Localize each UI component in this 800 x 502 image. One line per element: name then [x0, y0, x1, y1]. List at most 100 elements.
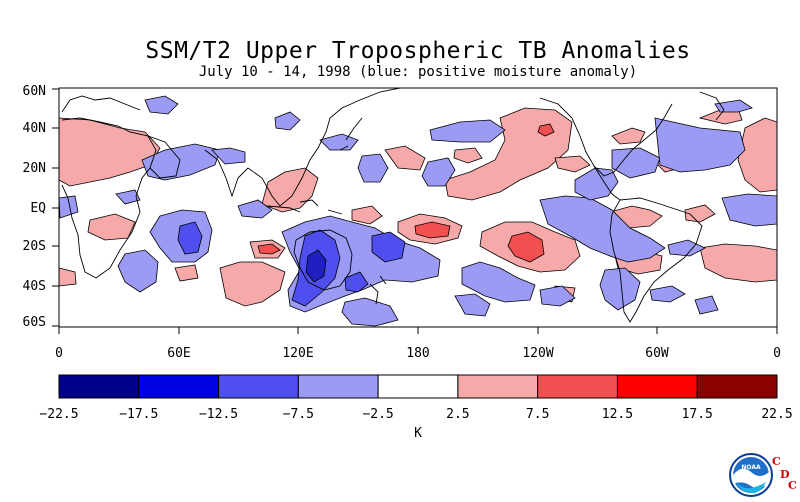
colorbar-units: K: [414, 426, 422, 441]
anomaly-region: [174, 264, 199, 282]
anomaly-core: [305, 249, 327, 283]
lat-label-40n: 40N: [23, 121, 46, 136]
anomaly-region: [115, 189, 141, 205]
lat-label-40s: 40S: [23, 279, 46, 294]
latitude-axis: 60N 40N 20N EQ 20S 40S 60S: [23, 84, 59, 330]
anomaly-core: [177, 221, 203, 255]
anomaly-region: [454, 293, 491, 317]
colorbar-tick-label: 22.5: [761, 407, 792, 422]
anomaly-region: [384, 145, 426, 171]
anomaly-region: [421, 157, 456, 187]
anomaly-region: [211, 147, 246, 165]
anomaly-region: [667, 239, 706, 257]
anomaly-core: [257, 243, 281, 255]
anomaly-region: [714, 99, 753, 113]
lon-label-60e: 60E: [167, 346, 190, 361]
lat-label-20n: 20N: [23, 161, 46, 176]
anomaly-region: [684, 204, 716, 223]
strong-positive-anomaly-regions: [257, 123, 555, 263]
greenland-coastline: [699, 91, 725, 121]
lon-label-120e: 120E: [282, 346, 313, 361]
colorbar-tick-label: 2.5: [446, 407, 469, 422]
colorbar-swatch: [138, 374, 220, 399]
anomaly-region: [611, 147, 661, 179]
arabia-coastline: [147, 135, 181, 179]
anomaly-region: [574, 167, 619, 201]
africa-coastline: [61, 117, 157, 279]
anomaly-region: [539, 285, 576, 307]
coastlines: [61, 88, 725, 323]
noaa-logo-text: NOAA: [741, 464, 761, 471]
anomaly-region: [694, 295, 719, 315]
anomaly-region: [453, 147, 483, 164]
anomaly-core: [414, 221, 451, 239]
anomaly-field: [59, 88, 777, 327]
anomaly-core: [344, 271, 369, 293]
cdc-letter-d: D: [780, 468, 790, 481]
anomaly-region: [219, 261, 286, 307]
indonesia-islands: [267, 199, 343, 215]
anomaly-region: [699, 243, 777, 283]
anomaly-region: [144, 95, 179, 115]
lat-ticks: [52, 88, 59, 327]
central-america-coastline: [593, 165, 621, 201]
anomaly-core: [507, 231, 545, 263]
anomaly-region: [141, 143, 221, 181]
lat-label-20s: 20S: [23, 239, 46, 254]
anomaly-region: [599, 267, 641, 311]
anomaly-region: [611, 127, 646, 145]
colorbar-swatch: [297, 374, 379, 399]
colorbar-swatch: [616, 374, 698, 399]
map-title: SSM/T2 Upper Tropospheric TB Anomalies: [145, 38, 691, 64]
lon-label-60w: 60W: [645, 346, 669, 361]
colorbar-swatch: [377, 374, 459, 399]
colorbar-swatch: [58, 374, 140, 399]
north-america-coastline: [539, 97, 673, 177]
anomaly-region: [261, 167, 319, 213]
colorbar-swatch: [457, 374, 539, 399]
longitude-axis: 0 60E 120E 180 120W 60W 0: [55, 327, 781, 361]
anomaly-region: [357, 153, 389, 183]
colorbar-tick-label: −17.5: [119, 407, 158, 422]
colorbar-tick-label: 12.5: [602, 407, 633, 422]
anomaly-region: [429, 119, 506, 143]
anomaly-region: [351, 205, 383, 225]
anomaly-core: [371, 231, 406, 263]
anomaly-region: [461, 261, 536, 303]
anomaly-region: [737, 117, 777, 193]
negative-anomaly-regions: [59, 95, 777, 327]
asia-coastline: [247, 88, 401, 207]
cdc-letter-c: C: [772, 455, 781, 468]
strongest-negative-anomaly-region: [305, 249, 327, 283]
lon-label-0-east: 0: [773, 346, 781, 361]
lon-label-0: 0: [55, 346, 63, 361]
india-coastline: [204, 149, 249, 198]
colorbar-swatch: [218, 374, 299, 399]
colorbar-tick-label: 7.5: [526, 407, 549, 422]
colorbar-tick-label: −12.5: [199, 407, 238, 422]
lat-label-60n: 60N: [23, 84, 46, 99]
anomaly-region: [649, 285, 686, 303]
anomaly-region: [59, 195, 79, 219]
anomaly-region: [87, 213, 136, 241]
europe-coastline: [61, 95, 141, 113]
anomaly-region: [341, 297, 399, 327]
lat-label-eq: EQ: [30, 201, 46, 216]
anomaly-region: [554, 155, 591, 173]
anomaly-region: [237, 199, 273, 219]
anomaly-region: [539, 195, 666, 263]
australia-coastline: [293, 229, 353, 291]
anomaly-region: [274, 111, 301, 131]
colorbar: −22.5 −17.5 −12.5 −7.5 −2.5 2.5 7.5 12.5 17.5 22.…: [39, 374, 793, 422]
colorbar-tick-label: −22.5: [39, 407, 78, 422]
cdc-logo: C D C: [770, 455, 800, 495]
anomaly-region: [59, 267, 77, 287]
new-zealand-coastline: [369, 275, 387, 305]
colorbar-tick-label: 17.5: [682, 407, 713, 422]
lon-label-120w: 120W: [522, 346, 553, 361]
noaa-logo-icon: NOAA: [728, 452, 774, 498]
anomaly-region: [721, 193, 777, 227]
lon-label-180: 180: [406, 346, 429, 361]
lon-ticks: [58, 327, 778, 334]
